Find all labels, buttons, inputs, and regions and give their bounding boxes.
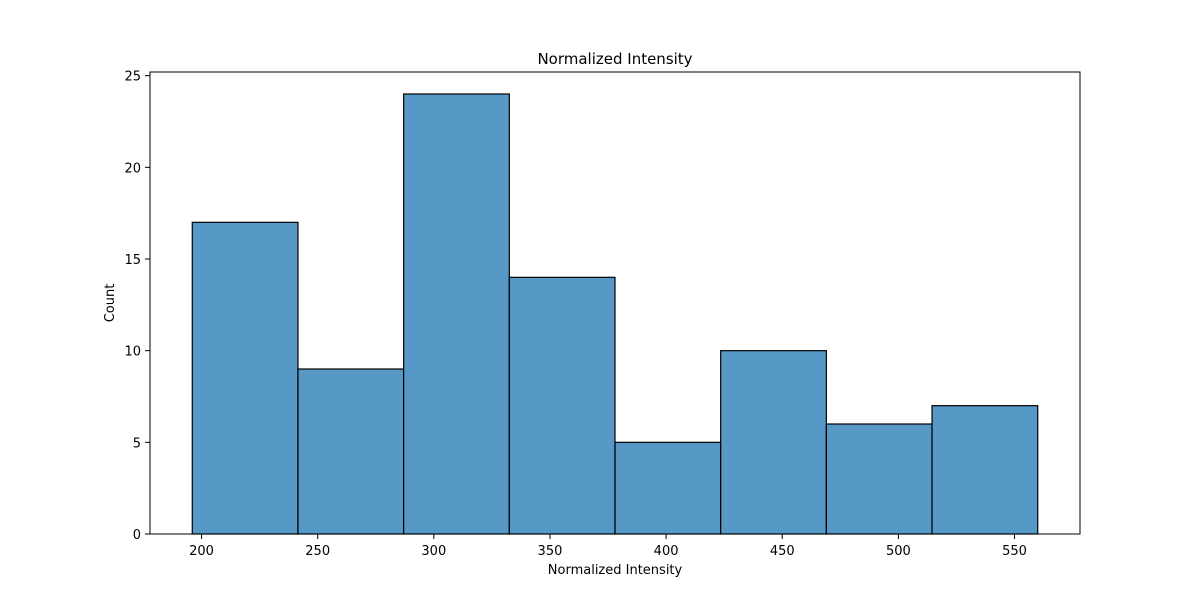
- histogram-bar-1: [297, 368, 405, 535]
- x-tick-label-4: 400: [654, 544, 679, 559]
- x-tick-label-5: 450: [770, 544, 795, 559]
- histogram-bar-6: [825, 423, 933, 535]
- x-tick-label-1: 250: [305, 544, 330, 559]
- y-tick-label-1: 5: [133, 436, 141, 451]
- x-tick-label-3: 350: [538, 544, 563, 559]
- histogram-bar-0: [191, 221, 299, 535]
- chart-title: Normalized Intensity: [537, 50, 692, 68]
- histogram-bar-4: [614, 441, 722, 535]
- histogram-bar-2: [403, 93, 510, 535]
- plot-area-frame: [149, 71, 1081, 535]
- histogram-bar-3: [508, 276, 616, 535]
- x-axis-label: Normalized Intensity: [548, 563, 683, 578]
- x-tick-label-6: 500: [886, 544, 911, 559]
- y-tick-label-5: 25: [124, 70, 141, 85]
- x-tick-label-0: 200: [189, 544, 214, 559]
- x-tick-label-7: 550: [1002, 544, 1027, 559]
- y-tick-label-0: 0: [133, 528, 141, 543]
- histogram-bar-5: [720, 350, 827, 535]
- y-tick-label-3: 15: [124, 253, 141, 268]
- bars-layer: [191, 93, 1039, 535]
- x-axis-ticks: 200 250 300 350 400 450 500 550: [189, 534, 1027, 559]
- y-tick-label-4: 20: [124, 161, 141, 176]
- x-tick-label-2: 300: [421, 544, 446, 559]
- y-tick-label-2: 10: [124, 345, 141, 360]
- y-axis-ticks: 0 5 10 15 20 25: [124, 70, 150, 543]
- histogram-bar-7: [931, 405, 1039, 535]
- y-axis-label: Count: [103, 284, 118, 323]
